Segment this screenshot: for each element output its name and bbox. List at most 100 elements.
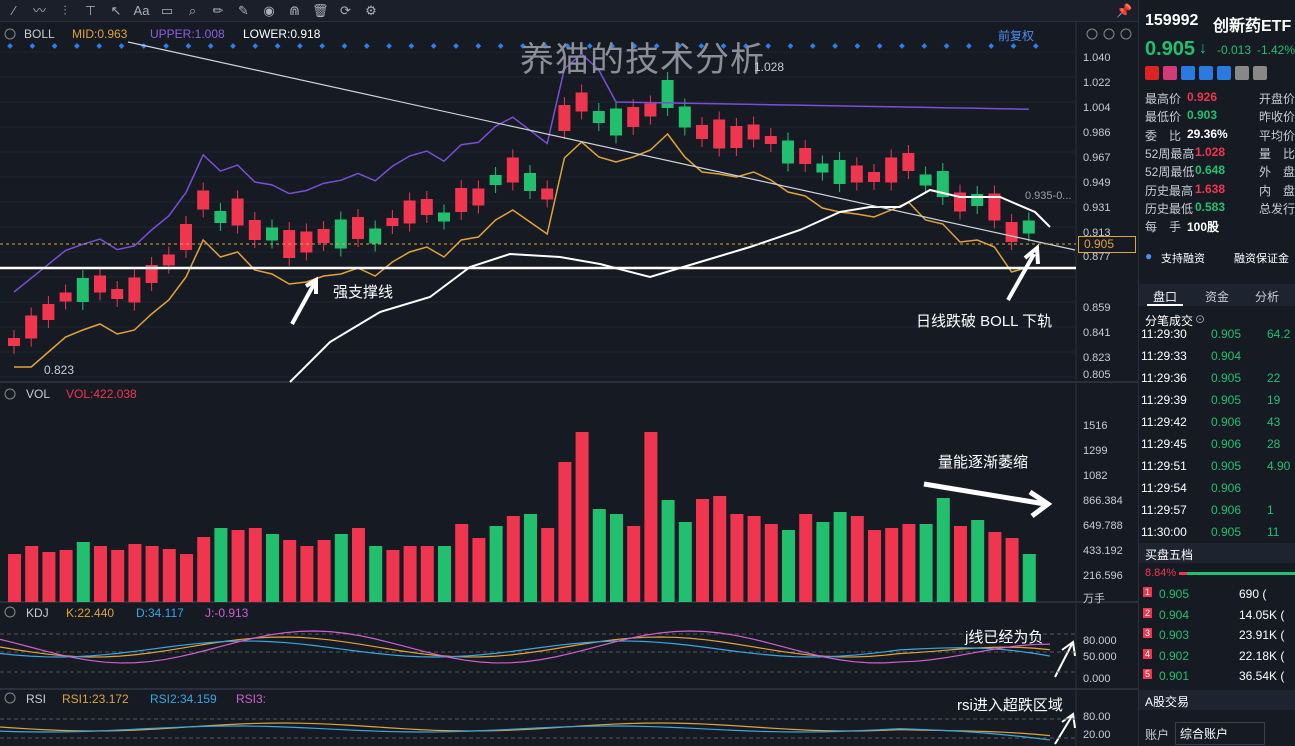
ruler-icon[interactable]: ✏: [212, 3, 224, 18]
signal-marker: [252, 43, 259, 49]
price-tick-label: 0.877: [1083, 251, 1111, 263]
signal-marker: [96, 43, 103, 49]
candle-body: [541, 188, 554, 200]
eye-icon[interactable]: ◉: [263, 3, 275, 18]
quote-label: 52周最低: [1145, 165, 1195, 180]
etf-code: 159992: [1145, 12, 1199, 29]
volume-bar: [455, 524, 469, 602]
trash-icon[interactable]: 🗑: [312, 3, 329, 18]
kdj-indicator-name[interactable]: KDJ: [26, 606, 49, 620]
candle-body: [266, 227, 278, 241]
account-select[interactable]: 综合账户: [1175, 722, 1265, 745]
comment-icon[interactable]: ▭: [160, 3, 174, 18]
settings-icon[interactable]: ⚙: [365, 3, 377, 18]
rsi-annotation: rsi进入超跌区域: [957, 697, 1063, 714]
tick-price: 0.904: [1211, 349, 1242, 363]
doc-tag-icon[interactable]: [1235, 66, 1249, 80]
candle-body: [868, 172, 880, 182]
bid-volume: 22.18K (: [1239, 648, 1285, 663]
info-icon[interactable]: ⊙: [1195, 312, 1206, 326]
tab-handicap[interactable]: 盘口: [1153, 290, 1178, 304]
cursor-icon[interactable]: ↖: [110, 3, 122, 18]
label-tag-icon[interactable]: [1217, 66, 1231, 80]
signal-marker: [74, 43, 80, 49]
quote-value: 0.903: [1187, 108, 1218, 123]
vol-value: VOL:422.038: [66, 387, 137, 401]
quote-label: 52周最高: [1145, 146, 1195, 161]
tick-volume: 64.2: [1267, 327, 1291, 341]
volume-bar: [197, 537, 211, 602]
candle-body: [1005, 222, 1018, 242]
quote-value: 0.926: [1187, 90, 1218, 104]
tick-price: 0.905: [1211, 371, 1242, 385]
price-tick-label: 0.931: [1083, 202, 1111, 214]
bid-price[interactable]: 0.901: [1159, 669, 1190, 683]
candle-body: [231, 198, 244, 226]
volume-bar: [386, 550, 400, 602]
high-price-label: 1.028: [754, 60, 785, 74]
pin-icon[interactable]: 📌: [1116, 3, 1133, 18]
quote-label-right: 内 盘: [1259, 183, 1295, 198]
tick-time: 11:29:42: [1141, 415, 1187, 429]
magnet-icon[interactable]: ⋒: [289, 3, 300, 18]
watermark-title: 养猫的技术分析: [520, 41, 765, 79]
line-tool-icon[interactable]: ⁄: [12, 3, 16, 18]
adjust-mode-button[interactable]: 前复权: [998, 29, 1035, 43]
kdj-tick-label: 0.000: [1083, 673, 1111, 685]
candle-body: [678, 106, 691, 128]
signal-marker: [430, 43, 437, 49]
quote-label: 历史最高: [1145, 183, 1194, 198]
rsi2-line: [0, 725, 1051, 741]
signal-marker: [854, 43, 861, 49]
share-tag-icon[interactable]: [1199, 66, 1213, 80]
bid-price[interactable]: 0.903: [1159, 628, 1190, 642]
grid-tag-icon[interactable]: [1253, 66, 1267, 80]
zoom-icon[interactable]: ⌕: [188, 3, 197, 18]
signal-marker: [676, 43, 682, 49]
reset-icon[interactable]: ⟳: [340, 3, 351, 18]
candle-body: [455, 188, 468, 212]
volume-tick-label: 1299: [1083, 445, 1108, 457]
pen-icon[interactable]: ✎: [238, 3, 249, 18]
quote-value: 100股: [1187, 220, 1220, 235]
volume-tick-label: 649.788: [1083, 520, 1123, 532]
candle-body: [438, 212, 450, 222]
tab-funds[interactable]: 资金: [1205, 290, 1230, 304]
rsi-close-icon: [4, 692, 16, 704]
volume-bar: [592, 509, 606, 602]
vol-indicator-name[interactable]: VOL: [26, 387, 51, 401]
boll-mid-line: [14, 132, 1030, 368]
candle-body: [403, 200, 416, 224]
margin-support-label: 支持融资: [1161, 253, 1205, 265]
quote-value: 29.36%: [1187, 126, 1228, 141]
candle-body: [42, 304, 55, 320]
polyline-tool-icon[interactable]: 〰: [32, 3, 46, 18]
bid-price[interactable]: 0.902: [1159, 648, 1190, 663]
volume-bar: [334, 534, 348, 602]
candle-body: [661, 80, 674, 108]
text-tool-icon[interactable]: ⊤: [84, 3, 97, 18]
fund-tag-icon[interactable]: [1163, 66, 1177, 80]
boll-indicator-name[interactable]: BOLL: [24, 27, 55, 41]
fib-tool-icon[interactable]: ⫶: [63, 3, 67, 18]
candle-body: [696, 125, 708, 139]
bid-price[interactable]: 0.904: [1159, 607, 1190, 622]
bid-level: 3: [1143, 628, 1153, 638]
tick-price: 0.905: [1211, 525, 1242, 539]
candle-body: [472, 188, 485, 206]
swap-tag-icon[interactable]: [1181, 66, 1195, 80]
text-label-icon[interactable]: Aa: [133, 3, 150, 18]
volume-bar: [1005, 538, 1019, 602]
tab-analysis[interactable]: 分析: [1255, 290, 1280, 304]
bid-price[interactable]: 0.905: [1159, 587, 1190, 601]
tick-price: 0.906: [1211, 481, 1242, 495]
price-tick-label: 1.004: [1083, 102, 1111, 114]
signal-marker: [743, 43, 749, 49]
kdj-tick-label: 50.000: [1083, 651, 1117, 663]
chart-area[interactable]: [0, 22, 1138, 746]
volume-bar: [25, 546, 39, 602]
volume-bar: [661, 500, 675, 602]
rsi-indicator-name[interactable]: RSI: [26, 692, 47, 706]
signal-marker: [1010, 43, 1017, 49]
volume-bar: [145, 546, 159, 602]
